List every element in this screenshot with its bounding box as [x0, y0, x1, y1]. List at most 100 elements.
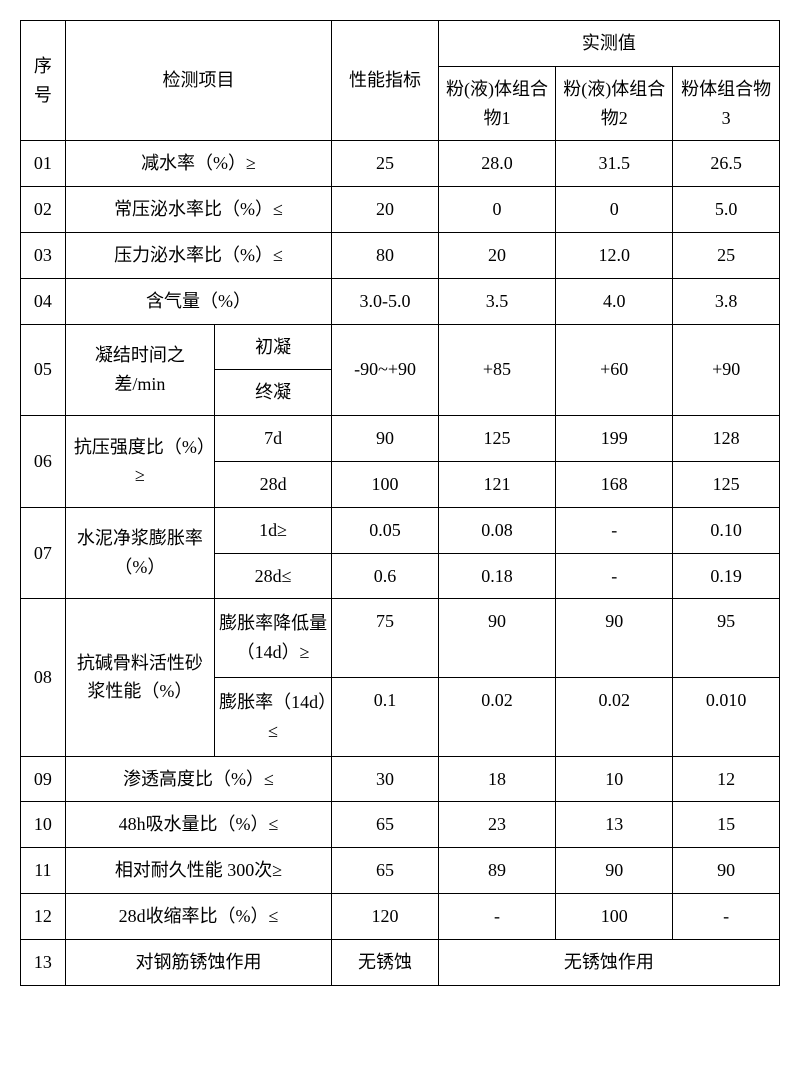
table-row: 11 相对耐久性能 300次≥ 65 89 90 90 [21, 848, 780, 894]
cell-spec: -90~+90 [332, 324, 439, 416]
cell-item: 压力泌水率比（%）≤ [65, 232, 331, 278]
table-row: 07 水泥净浆膨胀率（%） 1d≥ 0.05 0.08 - 0.10 [21, 507, 780, 553]
cell-m2: 100 [556, 893, 673, 939]
cell-seq: 10 [21, 802, 66, 848]
cell-subitem: 终凝 [215, 370, 332, 416]
cell-measured-merged: 无锈蚀作用 [438, 939, 779, 985]
table-row: 01 减水率（%）≥ 25 28.0 31.5 26.5 [21, 141, 780, 187]
cell-m2: 90 [556, 599, 673, 678]
cell-m1: 28.0 [438, 141, 555, 187]
cell-m2: 0.02 [556, 677, 673, 756]
cell-spec: 3.0-5.0 [332, 278, 439, 324]
th-m2: 粉(液)体组合物2 [556, 66, 673, 141]
cell-item: 含气量（%） [65, 278, 331, 324]
cell-spec: 25 [332, 141, 439, 187]
cell-seq: 08 [21, 599, 66, 756]
th-measured: 实测值 [438, 21, 779, 67]
cell-m3: 15 [673, 802, 780, 848]
cell-m1: 125 [438, 416, 555, 462]
cell-subitem: 1d≥ [215, 507, 332, 553]
table-row: 02 常压泌水率比（%）≤ 20 0 0 5.0 [21, 187, 780, 233]
cell-subitem: 28d [215, 461, 332, 507]
cell-m1: 18 [438, 756, 555, 802]
cell-item: 常压泌水率比（%）≤ [65, 187, 331, 233]
cell-spec: 75 [332, 599, 439, 678]
cell-m1: +85 [438, 324, 555, 416]
cell-m2: 199 [556, 416, 673, 462]
cell-spec: 90 [332, 416, 439, 462]
cell-subitem: 初凝 [215, 324, 332, 370]
cell-m2: 4.0 [556, 278, 673, 324]
cell-m3: 90 [673, 848, 780, 894]
table-row: 08 抗碱骨料活性砂浆性能（%） 膨胀率降低量（14d）≥ 75 90 90 9… [21, 599, 780, 678]
cell-m2: 168 [556, 461, 673, 507]
cell-m2: 90 [556, 848, 673, 894]
cell-m1: 3.5 [438, 278, 555, 324]
cell-item: 抗碱骨料活性砂浆性能（%） [65, 599, 214, 756]
cell-seq: 04 [21, 278, 66, 324]
table-row: 13 对钢筋锈蚀作用 无锈蚀 无锈蚀作用 [21, 939, 780, 985]
cell-m1: 0.08 [438, 507, 555, 553]
cell-seq: 13 [21, 939, 66, 985]
cell-m3: 12 [673, 756, 780, 802]
cell-seq: 02 [21, 187, 66, 233]
table-header-row: 序号 检测项目 性能指标 实测值 [21, 21, 780, 67]
cell-m3: 5.0 [673, 187, 780, 233]
cell-spec: 30 [332, 756, 439, 802]
cell-subitem: 7d [215, 416, 332, 462]
cell-item: 减水率（%）≥ [65, 141, 331, 187]
cell-m2: 31.5 [556, 141, 673, 187]
cell-subitem: 膨胀率降低量（14d）≥ [215, 599, 332, 678]
cell-m3: 0.010 [673, 677, 780, 756]
performance-table: 序号 检测项目 性能指标 实测值 粉(液)体组合物1 粉(液)体组合物2 粉体组… [20, 20, 780, 986]
th-m1: 粉(液)体组合物1 [438, 66, 555, 141]
cell-m2: 13 [556, 802, 673, 848]
cell-item: 48h吸水量比（%）≤ [65, 802, 331, 848]
cell-m2: 0 [556, 187, 673, 233]
cell-m3: 95 [673, 599, 780, 678]
table-row: 09 渗透高度比（%）≤ 30 18 10 12 [21, 756, 780, 802]
cell-m1: 0.18 [438, 553, 555, 599]
cell-m2: - [556, 507, 673, 553]
cell-m3: 125 [673, 461, 780, 507]
cell-m3: 128 [673, 416, 780, 462]
table-row: 06 抗压强度比（%）≥ 7d 90 125 199 128 [21, 416, 780, 462]
th-seq: 序号 [21, 21, 66, 141]
cell-item: 抗压强度比（%）≥ [65, 416, 214, 508]
table-row: 03 压力泌水率比（%）≤ 80 20 12.0 25 [21, 232, 780, 278]
table-row: 04 含气量（%） 3.0-5.0 3.5 4.0 3.8 [21, 278, 780, 324]
cell-seq: 03 [21, 232, 66, 278]
cell-m3: - [673, 893, 780, 939]
table-row: 12 28d收缩率比（%）≤ 120 - 100 - [21, 893, 780, 939]
cell-spec: 无锈蚀 [332, 939, 439, 985]
cell-item: 渗透高度比（%）≤ [65, 756, 331, 802]
th-item: 检测项目 [65, 21, 331, 141]
cell-seq: 05 [21, 324, 66, 416]
cell-m2: 10 [556, 756, 673, 802]
cell-spec: 80 [332, 232, 439, 278]
th-spec: 性能指标 [332, 21, 439, 141]
cell-m3: 25 [673, 232, 780, 278]
cell-seq: 11 [21, 848, 66, 894]
cell-m3: 26.5 [673, 141, 780, 187]
table-row: 05 凝结时间之差/min 初凝 -90~+90 +85 +60 +90 [21, 324, 780, 370]
cell-spec: 0.1 [332, 677, 439, 756]
cell-seq: 09 [21, 756, 66, 802]
cell-m1: - [438, 893, 555, 939]
cell-m3: +90 [673, 324, 780, 416]
cell-seq: 12 [21, 893, 66, 939]
cell-item: 对钢筋锈蚀作用 [65, 939, 331, 985]
cell-m3: 0.10 [673, 507, 780, 553]
cell-spec: 0.6 [332, 553, 439, 599]
cell-m1: 121 [438, 461, 555, 507]
cell-m1: 0.02 [438, 677, 555, 756]
cell-spec: 0.05 [332, 507, 439, 553]
cell-seq: 06 [21, 416, 66, 508]
cell-m2: +60 [556, 324, 673, 416]
cell-m3: 3.8 [673, 278, 780, 324]
cell-item: 水泥净浆膨胀率（%） [65, 507, 214, 599]
cell-spec: 65 [332, 848, 439, 894]
cell-subitem: 膨胀率（14d）≤ [215, 677, 332, 756]
cell-m1: 90 [438, 599, 555, 678]
table-row: 10 48h吸水量比（%）≤ 65 23 13 15 [21, 802, 780, 848]
